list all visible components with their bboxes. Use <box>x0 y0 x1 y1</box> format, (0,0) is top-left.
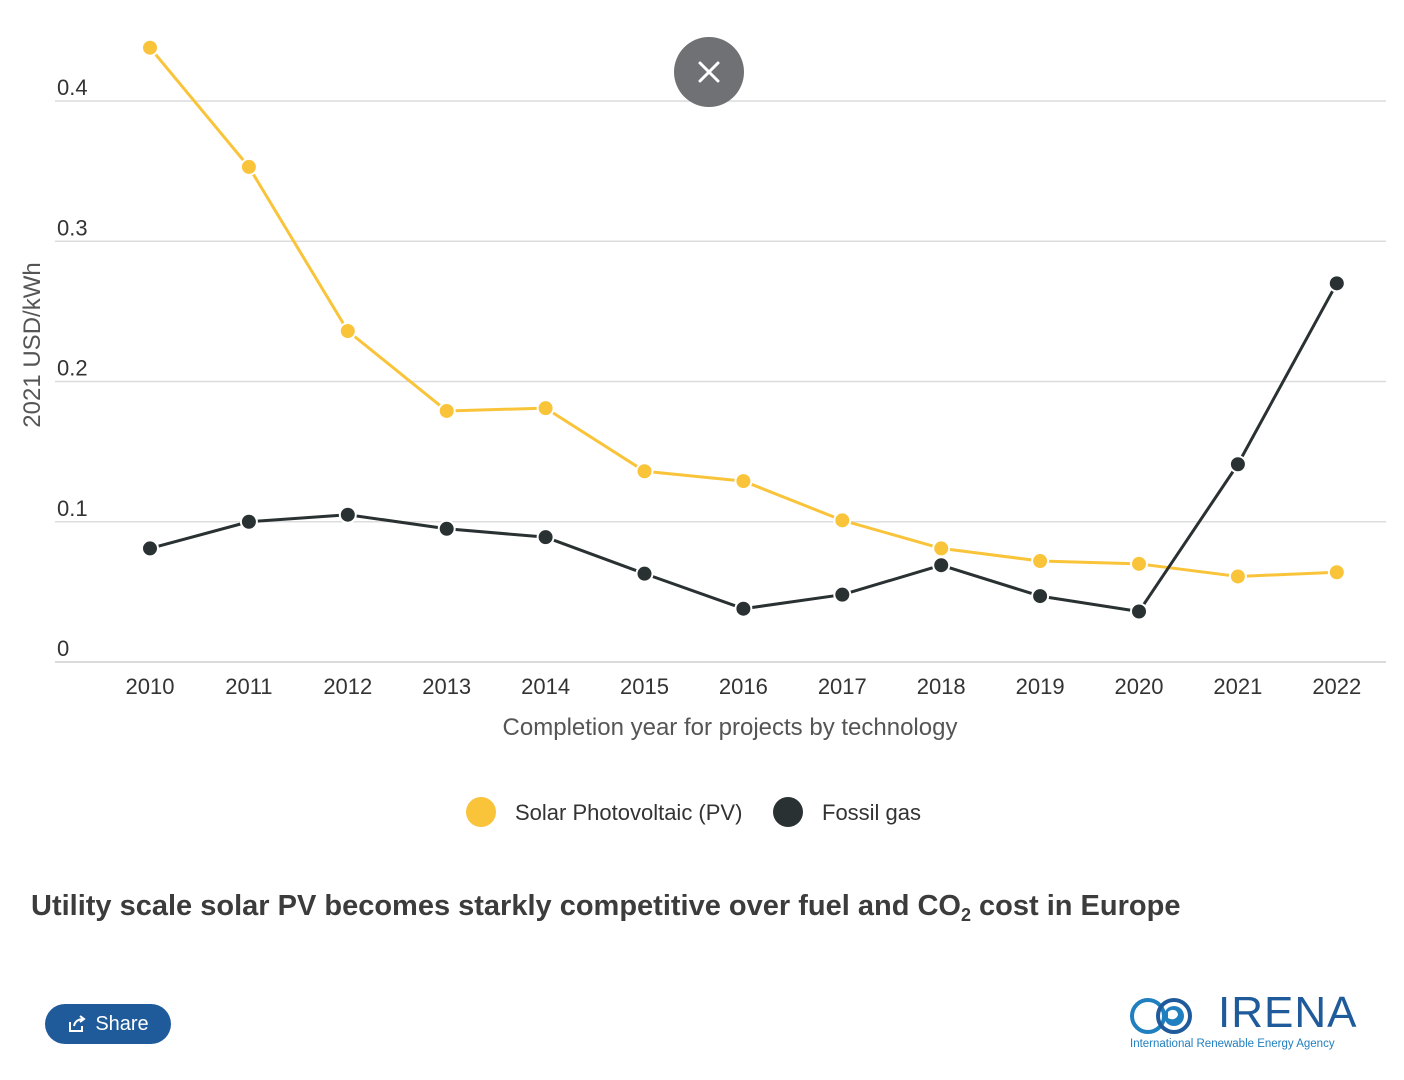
caption-subscript: 2 <box>960 905 971 925</box>
share-label: Share <box>95 1012 149 1035</box>
data-point <box>932 539 951 558</box>
data-point <box>141 539 159 558</box>
data-point <box>338 322 357 341</box>
x-tick-label: 2019 <box>1016 674 1065 699</box>
y-tick-label: 0.1 <box>57 496 88 521</box>
x-tick-label: 2014 <box>521 674 570 699</box>
data-point <box>437 401 456 420</box>
y-tick-label: 0 <box>57 636 69 661</box>
legend-label: Solar Photovoltaic (PV) <box>515 800 742 825</box>
data-point <box>734 599 753 618</box>
x-tick-label: 2018 <box>917 674 966 699</box>
data-point <box>536 399 555 418</box>
y-axis-title: 2021 USD/kWh <box>19 262 46 427</box>
x-tick-label: 2017 <box>818 674 867 699</box>
legend-marker <box>466 797 496 827</box>
globe-icon <box>1130 998 1192 1034</box>
close-icon <box>698 61 720 83</box>
y-tick-label: 0.3 <box>57 215 88 240</box>
data-point <box>734 472 753 491</box>
share-icon <box>69 1015 86 1032</box>
caption-text-end: cost in Europe <box>970 890 1181 922</box>
data-point <box>536 528 555 547</box>
x-tick-label: 2010 <box>126 674 175 699</box>
data-point <box>833 585 852 604</box>
y-tick-label: 0.4 <box>57 75 88 100</box>
close-button[interactable] <box>674 37 744 107</box>
data-point <box>338 505 357 524</box>
data-point <box>635 462 654 481</box>
share-button[interactable]: Share <box>45 1004 171 1044</box>
logo-word: IRENA <box>1218 988 1358 1037</box>
data-point <box>1031 552 1050 571</box>
data-point <box>932 556 951 575</box>
chart-caption: Utility scale solar PV becomes starkly c… <box>31 890 1180 926</box>
data-point <box>239 512 258 531</box>
x-tick-label: 2012 <box>323 674 372 699</box>
data-point <box>1031 587 1050 606</box>
data-point <box>1228 455 1247 474</box>
data-point <box>437 519 456 538</box>
series-line <box>148 46 1337 578</box>
x-tick-label: 2016 <box>719 674 768 699</box>
caption-text: Utility scale solar PV becomes starkly c… <box>31 890 961 922</box>
y-tick-label: 0.2 <box>57 356 88 381</box>
x-tick-label: 2015 <box>620 674 669 699</box>
data-point <box>1228 567 1247 586</box>
x-tick-label: 2021 <box>1213 674 1262 699</box>
line-chart: 0 0.1 0.2 0.3 0.4 2010 2011 2012 2013 2014 2015 201… <box>19 38 1386 827</box>
legend-marker <box>773 797 803 827</box>
x-tick-label: 2011 <box>225 674 272 699</box>
series-line <box>149 282 1339 614</box>
data-point <box>833 511 852 530</box>
data-point <box>1327 563 1346 582</box>
data-point <box>635 564 654 583</box>
data-point <box>141 38 159 57</box>
x-tick-label: 2022 <box>1312 674 1361 699</box>
data-point <box>239 157 258 176</box>
legend-label: Fossil gas <box>822 800 921 825</box>
x-axis-title: Completion year for projects by technolo… <box>503 714 958 741</box>
logo-subtitle: International Renewable Energy Agency <box>1130 1038 1335 1050</box>
x-tick-label: 2013 <box>422 674 471 699</box>
irena-logo[interactable]: IRENA International Renewable Energy Age… <box>1128 988 1358 1054</box>
x-tick-label: 2020 <box>1115 674 1164 699</box>
data-point <box>1130 554 1148 573</box>
data-point <box>1327 274 1346 293</box>
data-point <box>1130 602 1148 621</box>
